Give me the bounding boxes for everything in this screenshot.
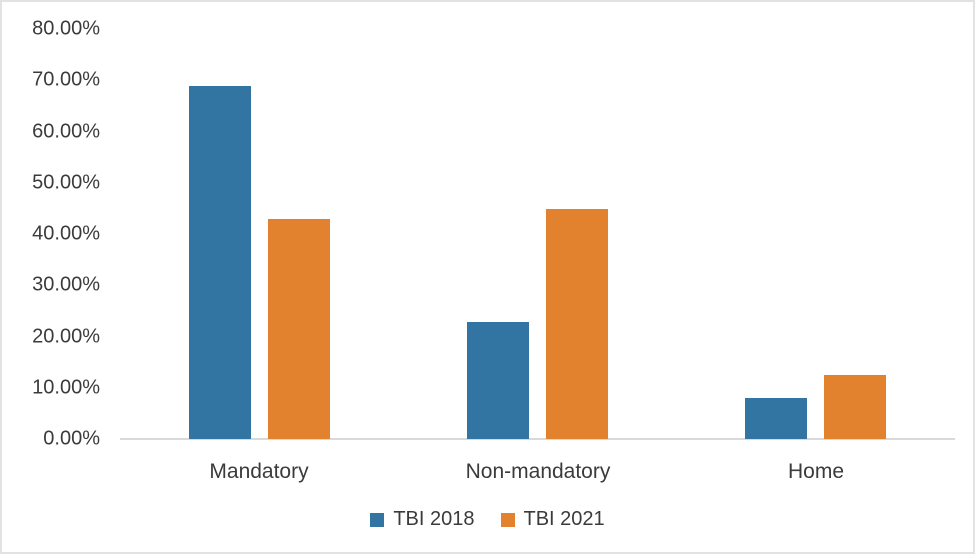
legend-swatch-icon xyxy=(370,512,385,527)
legend-item: TBI 2018 xyxy=(370,508,475,531)
y-tick-label: 70.00% xyxy=(32,68,100,91)
bar-tbi-2018-home xyxy=(745,398,807,439)
bar-tbi-2021-home xyxy=(824,375,886,439)
legend: TBI 2018 TBI 2021 xyxy=(2,508,973,531)
category-label: Mandatory xyxy=(209,460,309,483)
bar-tbi-2021-mandatory xyxy=(268,219,330,439)
bar-tbi-2021-non-mandatory xyxy=(546,209,608,439)
y-tick-label: 80.00% xyxy=(32,17,100,40)
y-tick-label: 0.00% xyxy=(43,427,100,450)
legend-item: TBI 2021 xyxy=(500,508,605,531)
legend-label: TBI 2021 xyxy=(523,508,605,530)
bar-tbi-2018-non-mandatory xyxy=(467,322,529,439)
y-tick-label: 50.00% xyxy=(32,171,100,194)
y-tick-label: 30.00% xyxy=(32,273,100,296)
y-tick-label: 20.00% xyxy=(32,325,100,347)
category-label: Home xyxy=(787,460,845,483)
y-tick-label: 40.00% xyxy=(32,222,100,245)
legend-swatch-icon xyxy=(500,512,515,527)
legend-label: TBI 2018 xyxy=(393,508,475,530)
category-label: Non-mandatory xyxy=(465,460,611,483)
bar-tbi-2018-mandatory xyxy=(189,86,251,439)
y-tick-label: 10.00% xyxy=(32,376,100,399)
x-axis-line xyxy=(120,438,955,440)
y-tick-label: 60.00% xyxy=(32,120,100,142)
